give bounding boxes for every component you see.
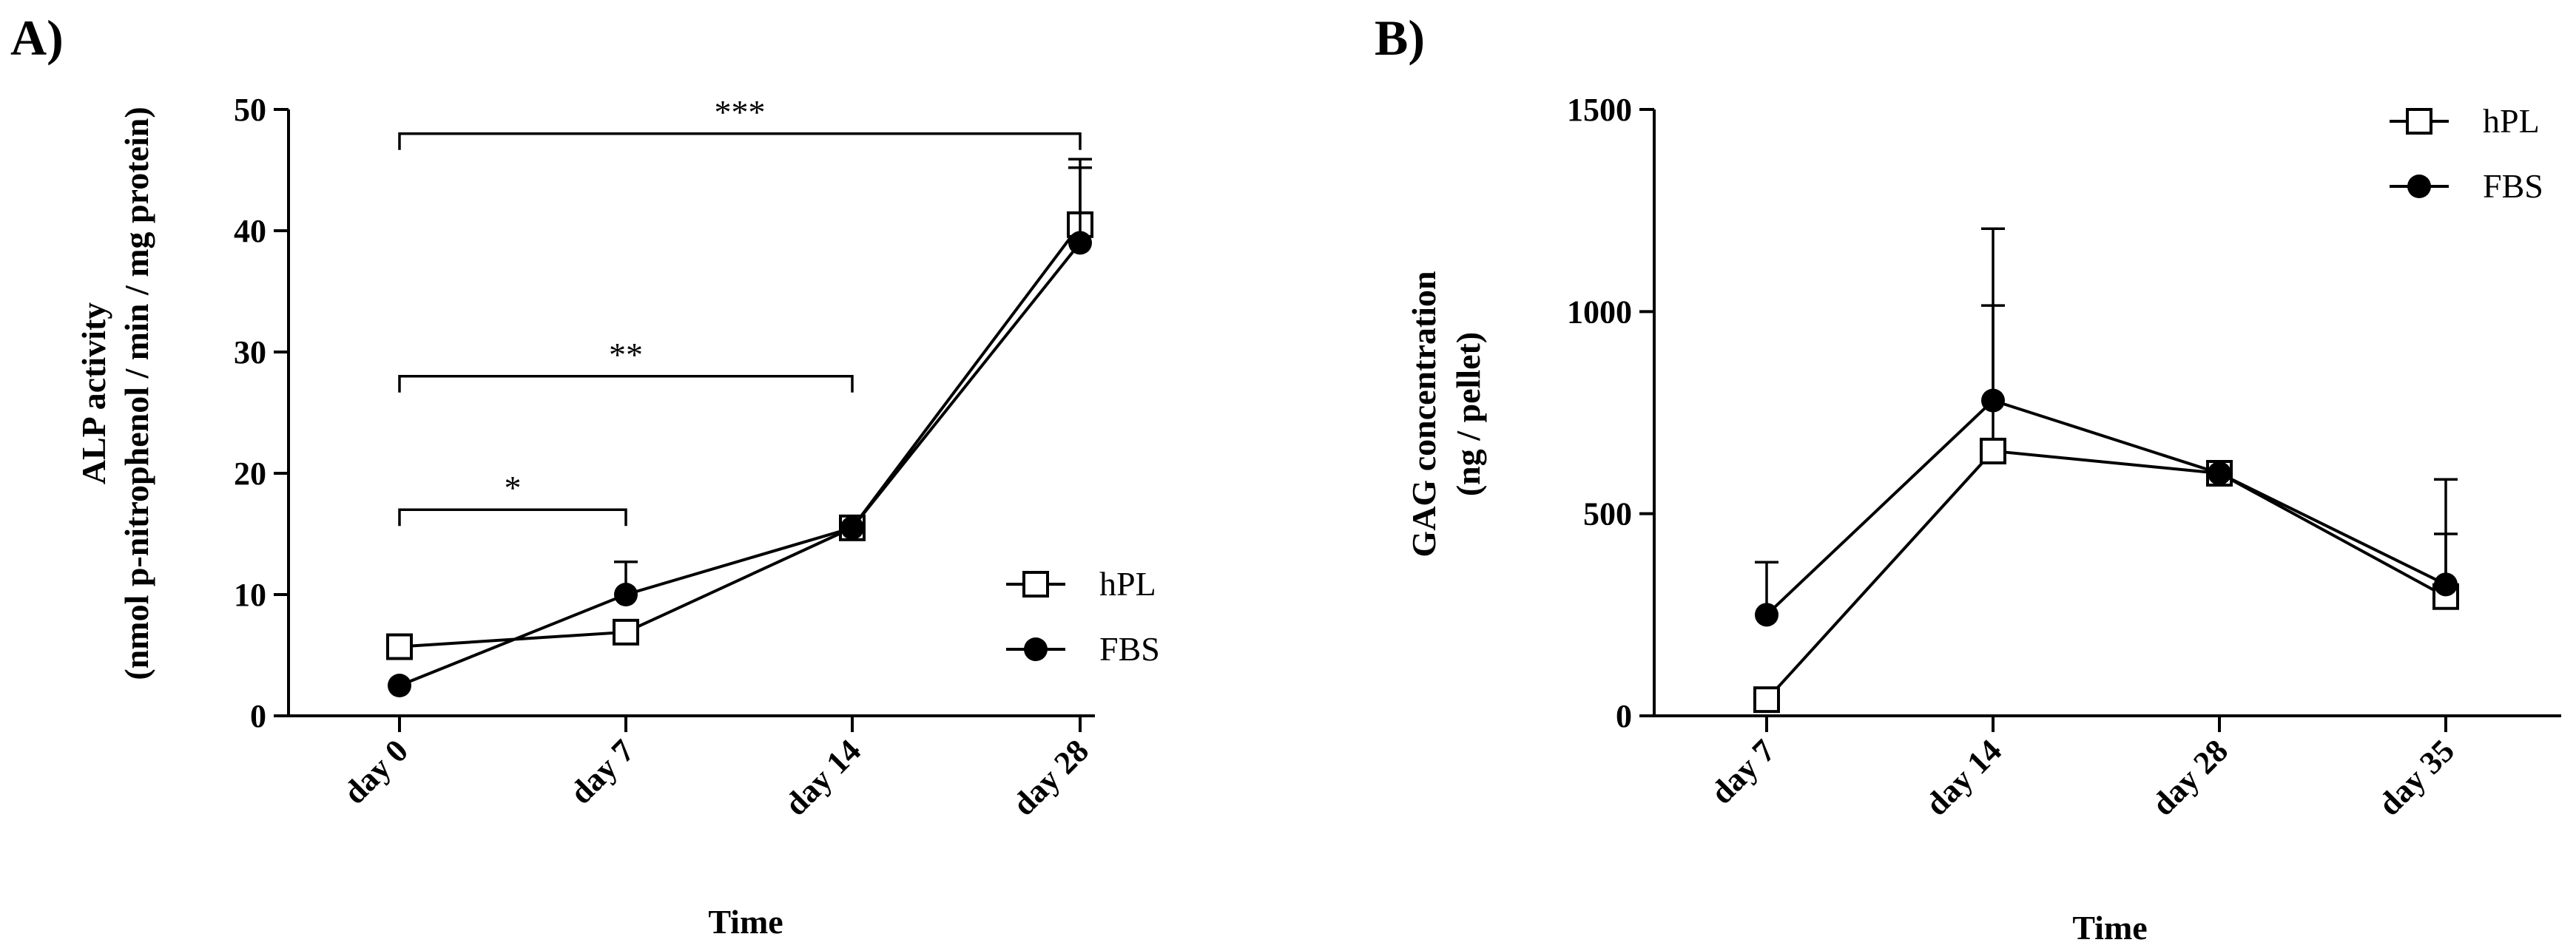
- panel-a-significance-label: **: [609, 336, 643, 373]
- panel-a-y-tick-label: 0: [250, 698, 266, 734]
- panel-a-hpl-line: [399, 223, 1082, 649]
- panel-a-legend-hpl-marker: [1022, 571, 1049, 598]
- panel-a-significance-label: *: [505, 469, 522, 507]
- panel-b-plot: 0 500 1000 1500 day 7 day 14 day 28 day 35 hPL FB…: [1567, 92, 2561, 822]
- panel-b-x-tick-label: day 35: [2371, 732, 2461, 822]
- panel-b-legend-fbs-label: FBS: [2483, 167, 2543, 205]
- panel-b-fbs-line: [1765, 399, 2447, 616]
- panel-a-significance-label: ***: [715, 93, 766, 131]
- panel-a-significance-bracket: [398, 375, 854, 393]
- panel-a-fbs-point: [388, 674, 411, 697]
- panel-a-x-tick-label: day 0: [337, 732, 415, 810]
- panel-b-fbs-point: [1981, 388, 2005, 413]
- panel-b-fbs-point: [2434, 572, 2458, 597]
- panel-a-x-tick-label: day 14: [778, 732, 868, 822]
- panel-b-label: B): [1375, 10, 1425, 66]
- panel-a-significance-bracket: [398, 508, 627, 527]
- panel-a-fbs-point: [614, 583, 638, 606]
- panel-a-legend-fbs-marker: [1024, 637, 1048, 661]
- panel-b-x-tick-label: day 14: [1918, 732, 2009, 822]
- panel-b-x-tick-label: day 28: [2145, 732, 2235, 822]
- panel-b-fbs-point: [2208, 461, 2231, 485]
- panel-a-x-tick-label: day 7: [563, 732, 641, 810]
- panel-a-x-axis-title: Time: [708, 903, 783, 941]
- panel-a-fbs-line: [399, 242, 1082, 687]
- panel-b-x-axis-title: Time: [2072, 909, 2147, 947]
- panel-b-hpl-point: [1980, 437, 2006, 464]
- panel-a-significance-bracket: [398, 132, 1082, 150]
- panel-a-legend-hpl-label: hPL: [1099, 565, 1156, 603]
- panel-a-y-tick-label: 20: [234, 456, 266, 492]
- panel-b-y-axis-title-line1: GAG concentration: [1405, 271, 1443, 557]
- panel-b-y-tick-label: 1500: [1567, 92, 1632, 128]
- panel-b-y-tick-label: 1000: [1567, 294, 1632, 330]
- panel-b-x-tick-label: day 7: [1704, 732, 1782, 810]
- panel-a-fbs-point: [840, 515, 864, 540]
- panel-b-hpl-line: [1765, 449, 2447, 701]
- panel-a-y-axis-title-line2: (nmol p-nitrophenol / min / mg protein): [118, 106, 155, 680]
- panel-b-hpl-point: [1753, 686, 1780, 714]
- panel-a-y-tick-label: 50: [234, 92, 266, 128]
- panel-a-label: A): [10, 10, 64, 66]
- panel-a-x-tick-label: day 28: [1005, 732, 1096, 822]
- panel-a-y-tick-label: 10: [234, 577, 266, 613]
- panel-a-y-tick-label: 30: [234, 334, 266, 370]
- panel-a-y-tick-label: 40: [234, 213, 266, 249]
- panel-b-y-tick-label: 500: [1583, 496, 1632, 532]
- panel-b-fbs-point: [1755, 603, 1778, 627]
- panel-a-fbs-point: [1068, 231, 1092, 255]
- panel-a-y-axis-title-line1: ALP activity: [75, 302, 112, 485]
- panel-b-legend-hpl-label: hPL: [2483, 102, 2540, 140]
- panel-a-hpl-point: [386, 633, 413, 660]
- panel-b-legend-hpl-marker: [2406, 108, 2432, 135]
- panel-b-legend-fbs-marker: [2407, 175, 2431, 198]
- panel-b-y-tick-label: 0: [1616, 698, 1632, 734]
- panel-a-legend-fbs-label: FBS: [1099, 630, 1160, 668]
- panel-b-y-axis-title-line2: (ng / pellet): [1449, 332, 1487, 496]
- panel-a-hpl-point: [613, 618, 639, 646]
